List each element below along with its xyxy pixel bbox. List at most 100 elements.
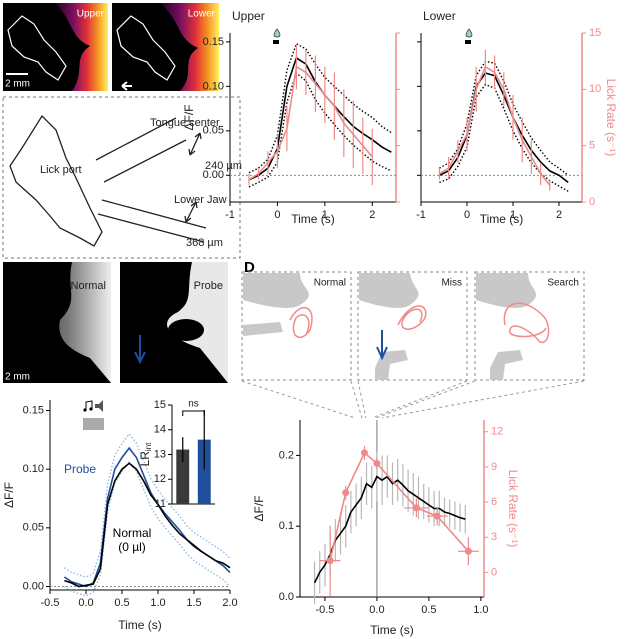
y-tick-label: 12	[154, 473, 166, 485]
y-tick-label: 0.2	[279, 449, 294, 461]
data-point	[360, 449, 368, 457]
y-tick-label: 0.15	[203, 36, 224, 48]
y-axis-label: ΔF/F	[182, 104, 196, 130]
y2-tick-label: 3	[491, 531, 497, 543]
x-axis-label: Time (s)	[291, 212, 335, 226]
annotation: ns	[188, 399, 199, 410]
x-tick-label: 1.0	[473, 604, 488, 616]
x-tick-label: 1	[510, 209, 516, 221]
data-point	[342, 489, 350, 497]
y-axis-label: LRint	[138, 442, 153, 467]
band-line	[248, 71, 392, 188]
image-label: Normal	[314, 278, 346, 289]
y-tick-label: 11	[155, 498, 166, 510]
y-tick-label: 13	[154, 448, 166, 460]
bar	[197, 439, 211, 504]
data-point	[433, 512, 441, 520]
y-tick-label: 0.0	[279, 591, 294, 603]
y-axis-label: ΔF/F	[252, 495, 266, 521]
series-line	[438, 65, 551, 186]
x-tick-label: -1	[416, 209, 426, 221]
x-tick-label: 0	[464, 209, 470, 221]
y2-tick-label: 0	[491, 566, 497, 578]
band-line	[64, 461, 231, 597]
y2-tick-label: 6	[491, 496, 497, 508]
image-label: Lower	[188, 9, 216, 20]
y-tick-label: 0.15	[23, 404, 44, 416]
y-axis-label-text: ΔF/F	[252, 495, 266, 521]
diagram-label: 368 µm	[186, 237, 223, 249]
diagram-label: 240 µm	[205, 160, 242, 172]
data-point	[412, 504, 420, 512]
chart-title: Lower	[423, 9, 456, 23]
band-line	[439, 83, 569, 192]
y-tick-label: 14	[154, 424, 166, 436]
image-label: Upper	[77, 9, 105, 20]
image-label: Normal	[71, 280, 106, 292]
heatmap-image: Lower	[112, 3, 219, 91]
data-point	[373, 459, 381, 467]
x-tick-label: 0.5	[114, 597, 129, 609]
scale-label: 2 mm	[5, 372, 30, 383]
legend-label: Normal (0 µl)	[112, 526, 152, 554]
connector	[241, 380, 585, 419]
video-frame: Normal	[241, 271, 352, 381]
x-tick-label: -0.5	[315, 604, 334, 616]
band-line	[439, 60, 569, 176]
scale-label: 2 mm	[5, 79, 30, 90]
x-tick-label: 1	[322, 209, 328, 221]
series-line	[64, 462, 231, 588]
y2-tick-label: 12	[491, 426, 503, 438]
legend-label: Probe	[63, 462, 97, 476]
x-tick-label: 0.5	[421, 604, 436, 616]
significance-bracket	[182, 410, 205, 416]
x-axis-label: Time (s)	[118, 618, 162, 632]
x-axis-label: Time (s)	[480, 212, 524, 226]
video-frame: 2 mm Normal	[3, 262, 111, 383]
heatmap-image: 2 mm Upper	[3, 3, 108, 91]
image-label: Probe	[194, 280, 223, 292]
x-tick-label: -0.5	[41, 597, 60, 609]
y2-tick-label: 15	[589, 27, 601, 39]
x-axis-label: Time (s)	[370, 623, 414, 637]
bar	[176, 449, 190, 504]
x-tick-label: 0	[274, 209, 280, 221]
y-axis-label-text: ΔF/F	[182, 104, 196, 130]
series-line	[313, 475, 466, 584]
y-tick-label: 0.05	[23, 522, 44, 534]
stimulus-marker	[83, 400, 104, 430]
stimulus-marker	[273, 28, 473, 44]
series-line	[248, 65, 373, 181]
y2-tick-label: 5	[589, 140, 595, 152]
y-tick-label: 0.00	[203, 169, 224, 181]
y-axis-label-text: LR	[138, 451, 152, 467]
diagram-label: Tongue center	[150, 117, 220, 129]
image-label: Miss	[441, 278, 462, 289]
diagram-label: Lower Jaw	[174, 194, 227, 206]
x-tick-label: -1	[225, 209, 235, 221]
video-frame: Search	[474, 271, 585, 381]
y-axis-label-text: ΔF/F	[2, 482, 16, 508]
x-tick-label: 2	[369, 209, 375, 221]
x-tick-label: 0.0	[369, 604, 384, 616]
x-tick-label: 2.0	[222, 597, 237, 609]
y-axis-label-sub: int	[144, 442, 153, 451]
band-line	[248, 42, 392, 174]
y2-axis-label: Lick Rate (s⁻¹)	[604, 79, 618, 157]
x-tick-label: 2	[556, 209, 562, 221]
tongue-diagram	[2, 96, 241, 259]
y-tick-label: 0.10	[203, 80, 224, 92]
series-line	[248, 56, 392, 181]
x-tick-label: 1.0	[150, 597, 165, 609]
panel-letter: D	[244, 259, 255, 276]
image-label: Search	[547, 278, 579, 289]
y-tick-label: 0.05	[203, 125, 224, 137]
y-tick-label: 0.1	[279, 520, 294, 532]
y-tick-label: 0.00	[23, 580, 44, 592]
y2-tick-label: 10	[589, 83, 601, 95]
y2-axis-label: Lick Rate (s⁻¹)	[506, 470, 520, 548]
data-point	[326, 557, 334, 565]
y-axis-label: ΔF/F	[2, 482, 16, 508]
